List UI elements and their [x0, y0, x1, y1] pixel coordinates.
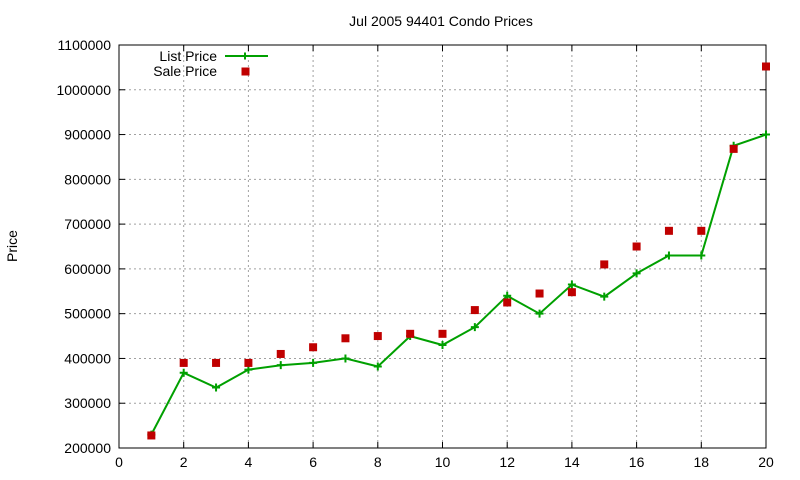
- sale-price-point: [179, 358, 188, 367]
- list-price-point: [567, 280, 576, 289]
- y-tick-label: 200000: [64, 440, 111, 456]
- sale-price-point: [632, 242, 641, 251]
- y-tick-label: 1100000: [58, 37, 112, 53]
- x-tick-label: 14: [564, 454, 580, 470]
- axis-ticks: [118, 44, 767, 449]
- sale-price-point: [567, 288, 576, 297]
- sale-price-point: [503, 298, 512, 307]
- x-tick-label: 4: [245, 454, 253, 470]
- list-price-point: [179, 368, 188, 377]
- list-price-point: [664, 251, 673, 260]
- series-sale-price: [147, 62, 770, 440]
- list-price-point: [341, 354, 350, 363]
- y-tick-label: 300000: [64, 395, 111, 411]
- sale-price-point: [438, 329, 447, 338]
- sale-price-point: [406, 329, 415, 338]
- list-price-point: [373, 362, 382, 371]
- series-list-price: [147, 130, 770, 439]
- sale-price-point: [212, 358, 221, 367]
- y-tick-label: 800000: [64, 171, 111, 187]
- sale-price-point: [276, 349, 285, 358]
- x-tick-label: 20: [758, 454, 774, 470]
- x-tick-label: 12: [499, 454, 515, 470]
- list-price-point: [438, 341, 447, 350]
- list-price-point: [244, 365, 253, 374]
- sale-price-point: [470, 306, 479, 315]
- legend-marker-list-price: [241, 52, 249, 60]
- x-tick-label: 16: [629, 454, 645, 470]
- list-price-point: [503, 291, 512, 300]
- grid: [119, 45, 766, 448]
- y-tick-label: 700000: [64, 216, 111, 232]
- sale-price-point: [341, 334, 350, 343]
- sale-price-point: [600, 260, 609, 269]
- x-tick-label: 2: [180, 454, 188, 470]
- list-price-point: [632, 269, 641, 278]
- sale-price-point: [309, 343, 318, 352]
- y-tick-label: 900000: [64, 127, 111, 143]
- list-price-point: [762, 130, 770, 139]
- sale-price-point: [373, 332, 382, 341]
- sale-price-point: [244, 358, 253, 367]
- list-price-point: [535, 309, 544, 318]
- y-tick-label: 400000: [64, 350, 111, 366]
- list-price-line: [150, 133, 767, 436]
- x-tick-label: 8: [374, 454, 382, 470]
- x-tick-label: 18: [694, 454, 710, 470]
- sale-price-point: [697, 226, 706, 235]
- list-price-point: [309, 358, 318, 367]
- x-tick-label: 6: [309, 454, 317, 470]
- y-axis-label: Price: [4, 230, 20, 262]
- list-price-point: [697, 251, 706, 260]
- sale-price-point: [147, 431, 156, 440]
- x-tick-label: 0: [115, 454, 123, 470]
- legend-label-list-price: List Price: [159, 48, 217, 64]
- list-price-point: [212, 383, 221, 392]
- sale-price-point: [762, 62, 770, 71]
- x-tick-label: 10: [435, 454, 451, 470]
- list-price-point: [600, 292, 609, 301]
- sale-price-point: [729, 144, 738, 153]
- y-tick-label: 600000: [64, 261, 111, 277]
- legend: List Price Sale Price: [153, 48, 268, 79]
- y-tick-label: 500000: [64, 306, 111, 322]
- chart-title: Jul 2005 94401 Condo Prices: [349, 13, 533, 29]
- legend-label-sale-price: Sale Price: [153, 63, 217, 79]
- list-price-point: [276, 361, 285, 370]
- sale-price-point: [535, 289, 544, 298]
- list-price-point: [470, 323, 479, 332]
- x-tick-labels: 0 2 4 6 8 10 12 14 16 18 20: [115, 454, 774, 470]
- y-tick-label: 1000000: [56, 82, 111, 98]
- y-tick-labels: 200000 300000 400000 500000 600000 700000 8000…: [56, 37, 111, 456]
- sale-price-point: [664, 226, 673, 235]
- legend-marker-sale-price: [241, 67, 250, 76]
